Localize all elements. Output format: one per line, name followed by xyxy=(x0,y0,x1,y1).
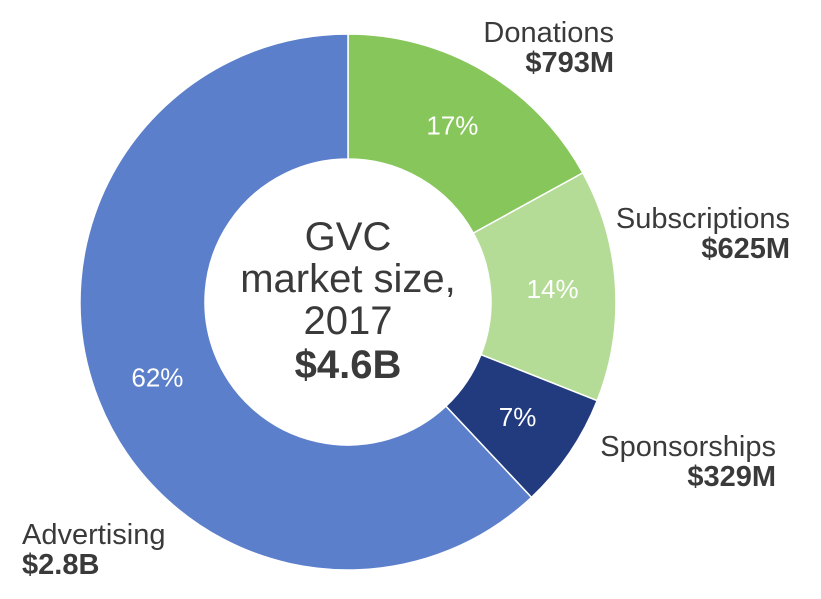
slice-subscriptions xyxy=(472,171,617,402)
percent-labels: 17% 14% 7% 62% xyxy=(131,111,578,433)
percent-label-sponsorships: 7% xyxy=(499,402,537,432)
center-total-value: $4.6B xyxy=(295,343,402,387)
category-value-advertising: $2.8B xyxy=(22,549,99,581)
category-name-donations: Donations xyxy=(483,17,614,49)
center-label: GVC market size, 2017 $4.6B xyxy=(240,215,456,387)
center-title-line-3: 2017 xyxy=(304,299,393,343)
category-name-sponsorships: Sponsorships xyxy=(600,431,776,463)
category-name-advertising: Advertising xyxy=(22,519,165,551)
category-value-sponsorships: $329M xyxy=(687,461,776,493)
category-value-subscriptions: $625M xyxy=(701,233,790,265)
percent-label-subscriptions: 14% xyxy=(527,274,579,304)
percent-label-donations: 17% xyxy=(426,111,478,141)
slice-advertising xyxy=(79,33,533,571)
category-name-subscriptions: Subscriptions xyxy=(616,203,790,235)
category-labels: Donations$793M Subscriptions$625M Sponsors… xyxy=(22,17,790,581)
category-value-donations: $793M xyxy=(525,47,614,79)
percent-label-advertising: 62% xyxy=(131,362,183,392)
slice-donations xyxy=(347,33,584,235)
donut-slices xyxy=(79,33,617,571)
center-title-line-1: GVC xyxy=(305,215,392,259)
center-title-line-2: market size, xyxy=(240,257,456,301)
